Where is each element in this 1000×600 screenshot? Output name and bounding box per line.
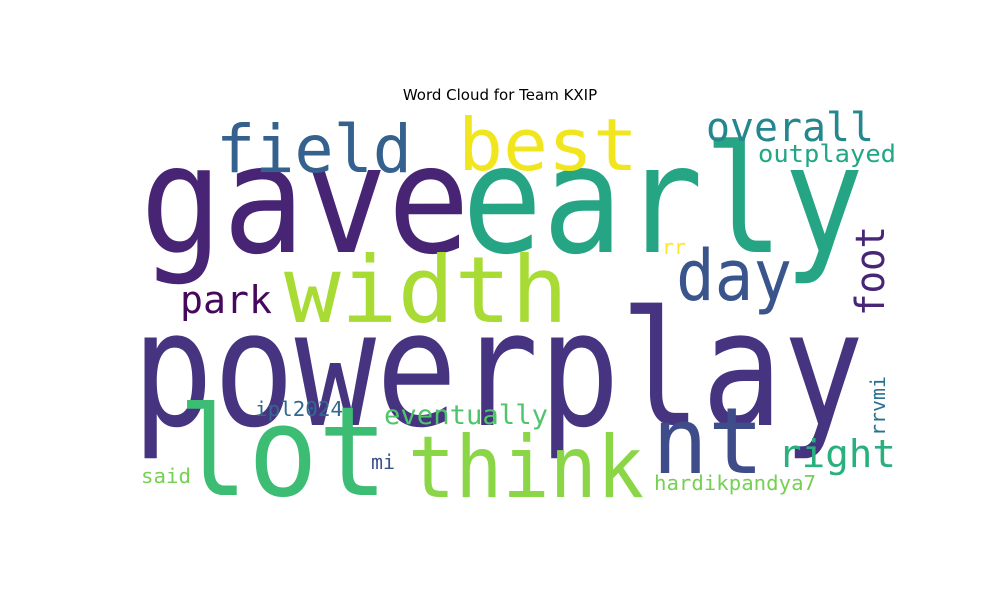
word-eventually: eventually [384,400,548,431]
word-foot: foot [848,226,894,316]
word-overall: overall [706,105,874,151]
word-field: field [216,111,412,188]
word-outplayed: outplayed [758,140,896,168]
word-hardikpandya7: hardikpandya7 [654,471,816,495]
word-park: park [180,278,272,322]
word-ipl2024: ipl2024 [255,397,343,421]
chart-title: Word Cloud for Team KXIP [402,86,598,104]
word-rr: rr [662,235,686,259]
word-nt: nt [652,388,764,495]
word-early: early [462,114,864,288]
word-width: width [284,237,568,344]
word-said: said [141,464,191,488]
word-gave: gave [140,114,470,288]
word-day: day [676,235,792,317]
word-mi: mi [371,450,395,474]
word-rrvmi: rrvmi [866,376,890,436]
word-lot: lot [178,381,388,525]
word-right: right [778,432,896,476]
word-best: best [458,103,638,187]
word-powerplay: powerplay [132,276,864,463]
word-think: think [408,418,644,518]
